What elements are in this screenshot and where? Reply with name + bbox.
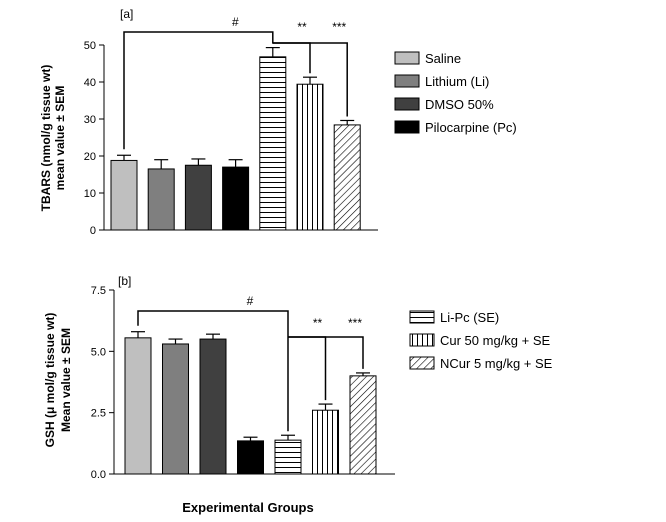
legend-label: DMSO 50% xyxy=(425,97,494,112)
y-axis-title: TBARS (nmol/g tissue wt) xyxy=(39,65,53,212)
legend-label: NCur 5 mg/kg + SE xyxy=(440,356,553,371)
significance-bracket xyxy=(123,31,274,150)
significance-bracket xyxy=(137,310,289,432)
legend-label: Lithium (Li) xyxy=(425,74,489,89)
legend-b: Li-Pc (SE) Cur 50 mg/kg + SE NCur 5 mg/kg … xyxy=(409,310,553,371)
bar-cur-50-mg-kg-se xyxy=(296,83,324,231)
legend-swatch xyxy=(409,310,435,324)
legend-swatch xyxy=(394,51,420,65)
bar-dmso-50 xyxy=(184,164,212,231)
bar-pilocarpine-pc xyxy=(237,440,264,475)
y-tick-label: 50 xyxy=(84,40,96,52)
panel-label: [a] xyxy=(120,7,133,21)
bar-lithium-li xyxy=(147,168,175,231)
legend-swatch xyxy=(394,74,420,88)
bar-ncur-5-mg-kg-se xyxy=(349,375,377,475)
legend-a: Saline Lithium (Li) DMSO 50% Pilocarpine (P… xyxy=(394,51,517,135)
panel-label: [b] xyxy=(118,274,131,288)
y-tick-label: 0 xyxy=(90,225,96,237)
bar-li-pc-se xyxy=(274,439,302,475)
y-axis-title: Mean value ± SEM xyxy=(59,328,73,432)
legend-label: Cur 50 mg/kg + SE xyxy=(440,333,551,348)
y-tick-label: 0.0 xyxy=(91,469,106,481)
significance-bracket xyxy=(272,42,348,117)
legend-label: Saline xyxy=(425,51,461,66)
y-axis-title: mean value ± SEM xyxy=(53,86,67,191)
bar-dmso-50 xyxy=(199,338,227,475)
bar-cur-50-mg-kg-se xyxy=(312,409,339,475)
legend-swatch xyxy=(409,333,435,347)
y-tick-label: 10 xyxy=(84,188,96,200)
significance-label: # xyxy=(232,15,239,29)
significance-label: *** xyxy=(348,316,362,330)
y-tick-label: 30 xyxy=(84,114,96,126)
bar-li-pc-se xyxy=(259,56,287,231)
significance-label: ** xyxy=(313,316,323,330)
significance-bracket xyxy=(288,336,327,401)
significance-label: ** xyxy=(297,20,307,34)
significance-label: *** xyxy=(332,20,346,34)
bar-pilocarpine-pc xyxy=(222,166,250,231)
y-tick-label: 5.0 xyxy=(91,346,106,358)
bar-lithium-li xyxy=(162,343,189,475)
panel-b-chart: [b] GSH (μ mol/g tissue wt) Mean value ± S… xyxy=(43,274,395,481)
y-tick-label: 7.5 xyxy=(91,285,106,297)
legend-label: Li-Pc (SE) xyxy=(440,310,499,325)
panel-a-chart: [a] TBARS (nmol/g tissue wt) mean value ± … xyxy=(39,7,378,237)
bar-ncur-5-mg-kg-se xyxy=(333,124,361,231)
bar-saline xyxy=(110,159,138,231)
bar-saline xyxy=(124,337,152,475)
legend-swatch xyxy=(394,120,420,134)
y-axis-title: GSH (μ mol/g tissue wt) xyxy=(43,313,57,448)
significance-label: # xyxy=(247,294,254,308)
legend-label: Pilocarpine (Pc) xyxy=(425,120,517,135)
y-tick-label: 40 xyxy=(84,77,96,89)
y-tick-label: 2.5 xyxy=(91,408,106,420)
y-tick-label: 20 xyxy=(84,151,96,163)
x-axis-title: Experimental Groups xyxy=(182,500,313,515)
legend-swatch xyxy=(409,356,435,370)
legend-swatch xyxy=(394,97,420,111)
significance-bracket xyxy=(288,336,364,369)
